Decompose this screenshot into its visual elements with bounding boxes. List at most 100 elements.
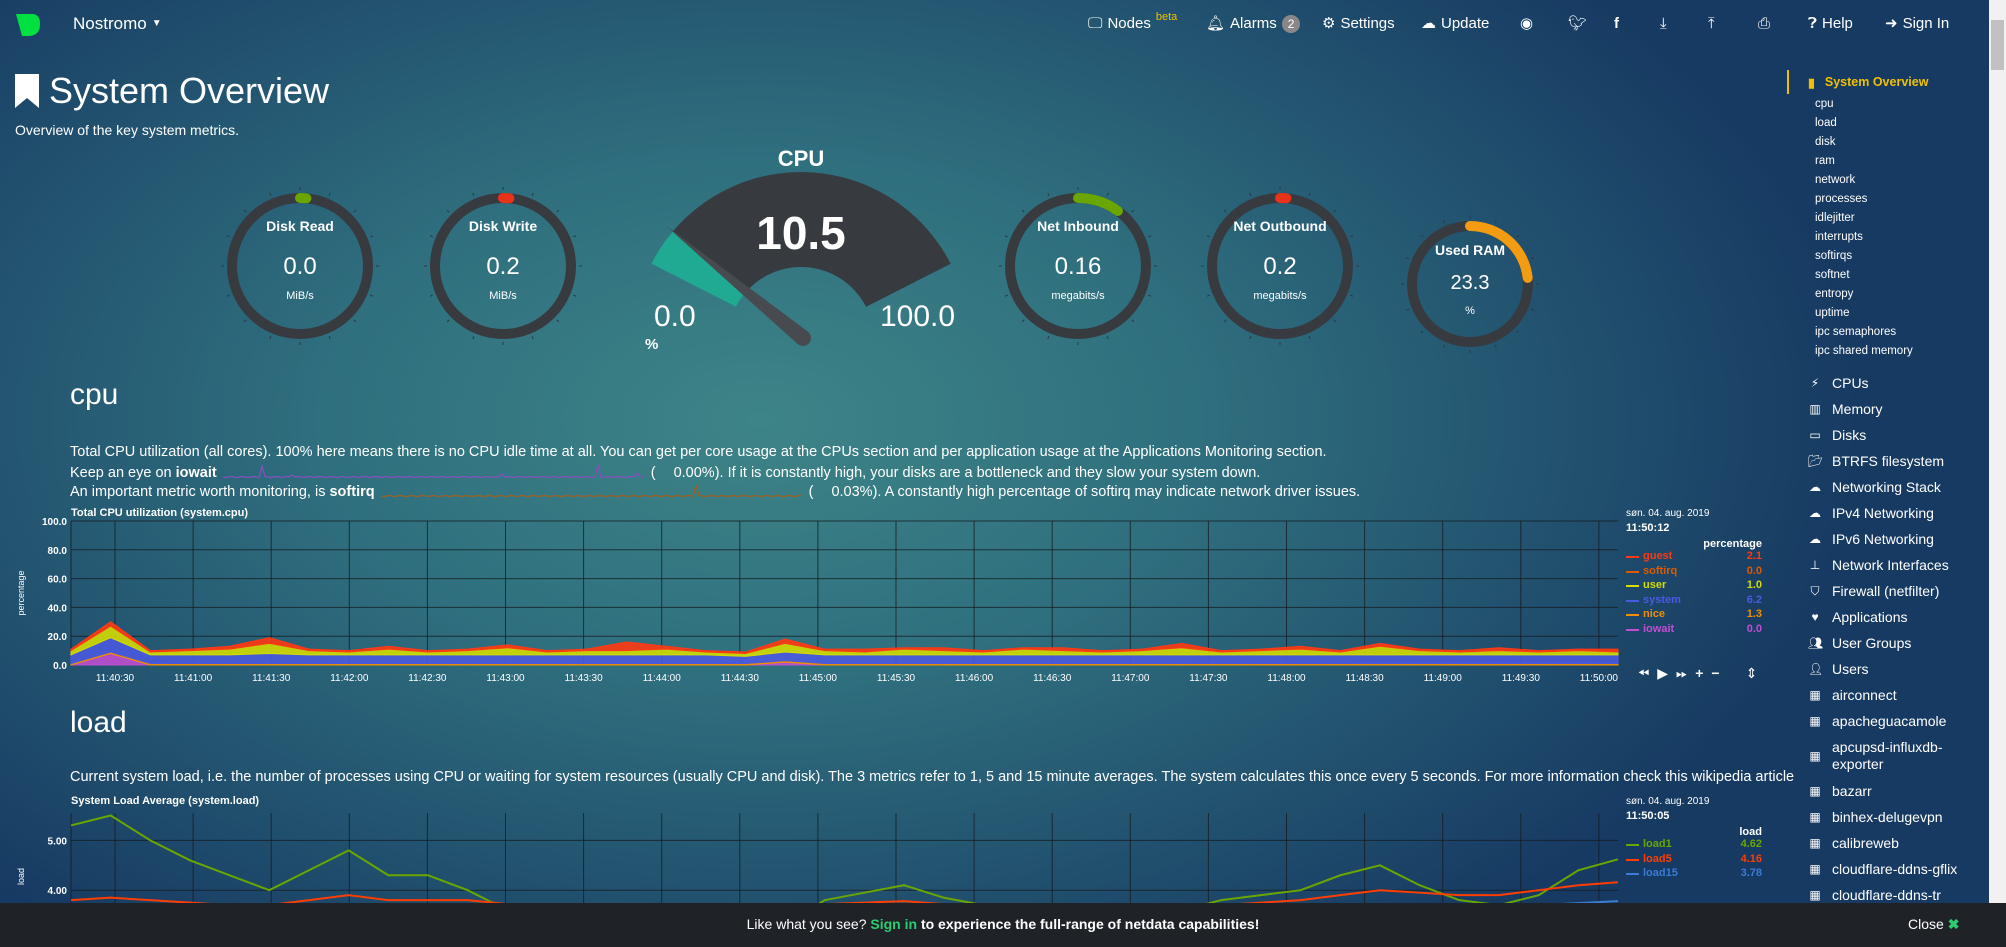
twitter-button[interactable]: 🐦︎ bbox=[1568, 14, 1587, 34]
zoom-out-icon[interactable]: − bbox=[1711, 665, 1720, 681]
paren: ( bbox=[650, 465, 656, 481]
sidebar-item[interactable]: 👥︎ User Groups bbox=[1808, 635, 1978, 652]
sidebar-item[interactable]: ☁ IPv4 Networking bbox=[1808, 505, 1978, 522]
facebook-button[interactable]: f bbox=[1614, 14, 1619, 34]
sidebar-subitem[interactable]: load bbox=[1815, 117, 1837, 129]
sidebar-subitem[interactable]: processes bbox=[1815, 193, 1868, 205]
cpu-gauge bbox=[651, 172, 951, 346]
nodes-button[interactable]: 🖵 Nodes beta bbox=[1088, 11, 1177, 34]
sidebar-subitem[interactable]: uptime bbox=[1815, 307, 1850, 319]
sidebar-subitem[interactable]: idlejitter bbox=[1815, 212, 1855, 224]
sidebar-subitem[interactable]: cpu bbox=[1815, 98, 1834, 110]
x-tick-label: 11:50:00 bbox=[1580, 673, 1619, 684]
sidebar-item[interactable]: ⚡︎ CPUs bbox=[1808, 375, 1978, 392]
sidebar-item[interactable]: ☁ IPv6 Networking bbox=[1808, 531, 1978, 548]
sidebar-item[interactable]: ▦ calibreweb bbox=[1808, 835, 1978, 852]
section-heading-load: load bbox=[70, 706, 127, 739]
legend-item-load15[interactable]: load15 bbox=[1643, 867, 1678, 879]
gauge-ring bbox=[221, 187, 379, 345]
legend-item-nice[interactable]: nice bbox=[1643, 608, 1666, 620]
sidebar-item-label: apcupsd-influxdb-exporter bbox=[1832, 739, 1943, 772]
grid-icon: ▦ bbox=[1809, 748, 1821, 763]
x-tick-label: 11:49:00 bbox=[1424, 673, 1463, 684]
sidebar-subitem[interactable]: disk bbox=[1815, 136, 1836, 148]
update-button[interactable]: ☁ Update bbox=[1421, 14, 1489, 34]
close-banner-button[interactable]: Close ✖ bbox=[1908, 916, 1959, 933]
sidebar-item[interactable]: ▭ Disks bbox=[1808, 427, 1978, 444]
legend-item-load1[interactable]: load1 bbox=[1643, 838, 1672, 850]
cpu-legend-units: percentage bbox=[1703, 538, 1762, 550]
sidebar-item[interactable]: ▦ cloudflare-ddns-tr bbox=[1808, 887, 1978, 904]
play-icon[interactable]: ▶ bbox=[1657, 665, 1668, 681]
zoom-in-icon[interactable]: + bbox=[1695, 665, 1704, 681]
sidebar-subitem[interactable]: network bbox=[1815, 174, 1856, 186]
x-tick-label: 11:42:30 bbox=[408, 673, 447, 684]
gauge-tick bbox=[226, 294, 230, 297]
gauge-tick bbox=[1148, 235, 1152, 238]
host-menu[interactable]: Nostromo ▼ bbox=[73, 14, 162, 34]
legend-item-softirq[interactable]: softirq bbox=[1643, 564, 1678, 577]
x-tick-label: 11:41:30 bbox=[252, 673, 291, 684]
sidebar-item[interactable]: ▦ cloudflare-ddns-gflix bbox=[1808, 861, 1978, 878]
load-legend-units: load bbox=[1739, 826, 1762, 838]
legend-value-load1: 4.62 bbox=[1740, 838, 1762, 850]
sign-in-button[interactable]: ➜ Sign In bbox=[1885, 14, 1949, 34]
legend-item-guest[interactable]: guest bbox=[1643, 550, 1673, 562]
sidebar-subitem[interactable]: ram bbox=[1815, 155, 1835, 167]
cloud-icon: ☁ bbox=[1809, 506, 1821, 520]
sidebar-item[interactable]: ▥ Memory bbox=[1808, 401, 1978, 418]
rewind-icon[interactable]: ⏪︎ bbox=[1638, 665, 1650, 681]
y-axis-label: load bbox=[16, 868, 26, 885]
gauge-tick bbox=[328, 336, 331, 340]
help-button[interactable]: ❓︎ Help bbox=[1808, 14, 1853, 34]
sidebar-subitem[interactable]: ipc semaphores bbox=[1815, 326, 1897, 338]
gauge-value: 23.3 bbox=[1450, 272, 1490, 294]
sidebar-item[interactable]: ▦ apcupsd-influxdb-exporter bbox=[1808, 739, 1978, 773]
print-button[interactable]: ⎙ bbox=[1758, 14, 1770, 34]
cpu-chart[interactable]: 11:40:30 11:41:00 11:41:30 11:42:00 11:42:30… bbox=[0, 515, 1640, 690]
sidebar-item[interactable]: ▦ bazarr bbox=[1808, 783, 1978, 800]
sidebar-item[interactable]: ▦ apacheguacamole bbox=[1808, 713, 1978, 730]
legend-item-user[interactable]: user bbox=[1643, 579, 1667, 591]
sidebar-subitem[interactable]: softirqs bbox=[1815, 250, 1853, 262]
gauge-title: Net Outbound bbox=[1233, 218, 1327, 234]
page-scrollbar[interactable] bbox=[1989, 0, 2006, 903]
gauge-tick bbox=[556, 319, 560, 323]
download-button[interactable]: ⤓ bbox=[1660, 14, 1667, 34]
legend-swatch bbox=[1626, 614, 1639, 616]
legend-swatch bbox=[1626, 599, 1639, 602]
settings-button[interactable]: ⚙ Settings bbox=[1322, 14, 1395, 34]
resize-icon[interactable]: ⇕ bbox=[1745, 665, 1758, 681]
gauge-tick bbox=[1406, 257, 1410, 260]
sidebar-item[interactable]: ▦ binhex-delugevpn bbox=[1808, 809, 1978, 826]
sidebar-subitem[interactable]: interrupts bbox=[1815, 231, 1863, 243]
sidebar-item[interactable]: ▦ airconnect bbox=[1808, 687, 1978, 704]
scrollbar-thumb[interactable] bbox=[1991, 20, 2004, 70]
netdata-logo-icon[interactable] bbox=[14, 12, 42, 38]
sidebar-item-label: apacheguacamole bbox=[1832, 713, 1947, 729]
bolt-icon: ⚡︎ bbox=[1810, 376, 1820, 390]
sidebar-item[interactable]: ♥ Applications bbox=[1808, 609, 1978, 626]
gauge-value: 0.16 bbox=[1054, 253, 1102, 280]
fast-forward-icon[interactable]: ⏩︎ bbox=[1675, 665, 1688, 681]
legend-item-load5[interactable]: load5 bbox=[1643, 852, 1672, 865]
upload-button[interactable]: ⤒ bbox=[1708, 14, 1715, 34]
sign-in-link[interactable]: Sign in bbox=[870, 916, 918, 932]
alarms-button[interactable]: 🔔︎ Alarms 2 bbox=[1206, 14, 1301, 34]
legend-value-load15: 3.78 bbox=[1740, 867, 1762, 879]
sidebar-subitem[interactable]: entropy bbox=[1815, 288, 1854, 300]
series-line-load1 bbox=[70, 814, 1619, 903]
sidebar-subitem[interactable]: ipc shared memory bbox=[1815, 345, 1913, 357]
sidebar-item-system-overview[interactable]: ▮ System Overview bbox=[1808, 75, 1928, 90]
gauge-tick bbox=[1021, 209, 1025, 213]
sidebar-item[interactable]: ⊥ Network Interfaces bbox=[1808, 557, 1978, 574]
sidebar-item[interactable]: ⛉ Firewall (netfilter) bbox=[1808, 583, 1978, 600]
legend-item-iowait[interactable]: iowait bbox=[1643, 622, 1675, 635]
github-button[interactable]: ◉ bbox=[1520, 14, 1533, 34]
sidebar-subitem[interactable]: softnet bbox=[1815, 269, 1850, 281]
sidebar-item[interactable]: 📂︎ BTRFS filesystem bbox=[1808, 453, 1978, 470]
sidebar-item[interactable]: 👤︎ Users bbox=[1808, 661, 1978, 678]
legend-item-system[interactable]: system bbox=[1643, 593, 1681, 606]
sidebar-item[interactable]: ☁ Networking Stack bbox=[1808, 479, 1978, 496]
